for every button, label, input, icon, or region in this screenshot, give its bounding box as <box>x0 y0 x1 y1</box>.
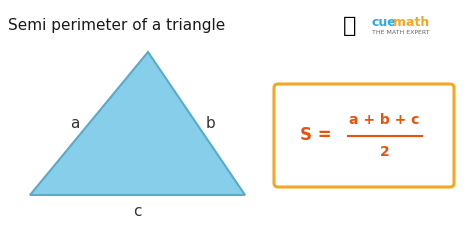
Text: c: c <box>133 203 142 218</box>
Text: b: b <box>206 116 215 131</box>
FancyBboxPatch shape <box>274 84 454 187</box>
Text: 2: 2 <box>380 144 390 158</box>
Text: THE MATH EXPERT: THE MATH EXPERT <box>372 30 429 35</box>
Text: Semi perimeter of a triangle: Semi perimeter of a triangle <box>8 18 225 33</box>
Text: 🚀: 🚀 <box>343 16 357 36</box>
Text: a + b + c: a + b + c <box>349 112 420 126</box>
Text: S =: S = <box>300 126 332 144</box>
Text: math: math <box>393 16 429 29</box>
Polygon shape <box>30 52 245 195</box>
Text: a: a <box>70 116 80 131</box>
Text: cue: cue <box>372 16 397 29</box>
